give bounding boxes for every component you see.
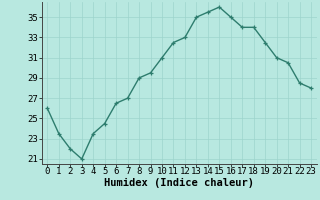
X-axis label: Humidex (Indice chaleur): Humidex (Indice chaleur)	[104, 178, 254, 188]
